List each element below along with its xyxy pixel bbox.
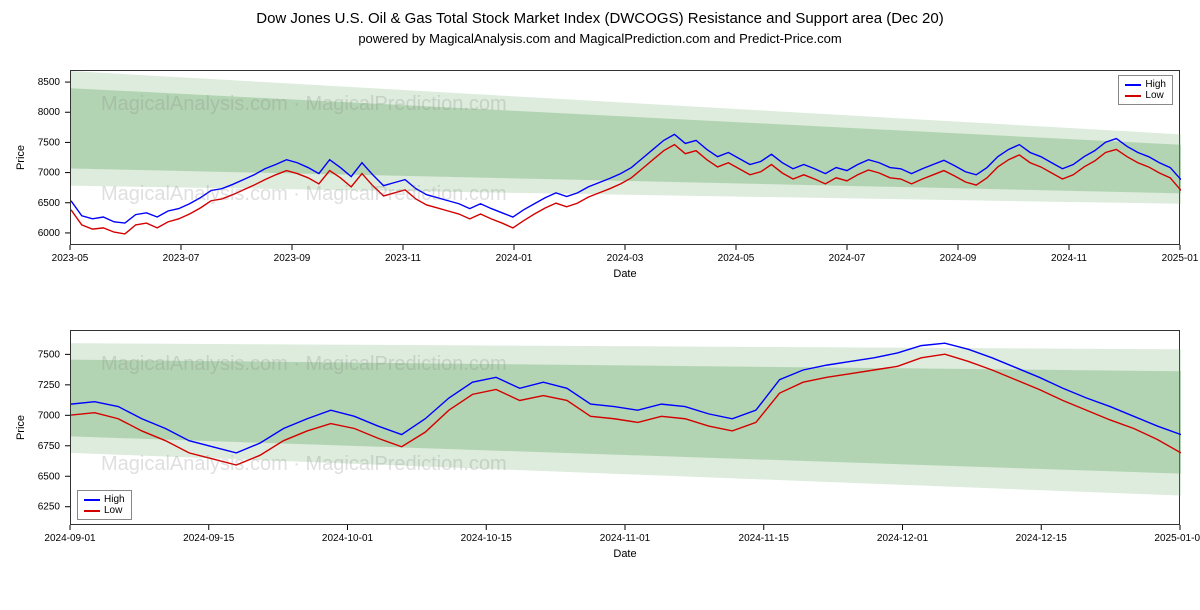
legend-row-low: Low bbox=[1125, 90, 1166, 101]
svg-text:2023-11: 2023-11 bbox=[385, 253, 421, 264]
svg-text:2024-05: 2024-05 bbox=[718, 253, 755, 264]
svg-text:6500: 6500 bbox=[38, 471, 61, 482]
top-legend: High Low bbox=[1118, 75, 1173, 105]
bottom-chart-svg bbox=[71, 331, 1181, 526]
svg-text:7500: 7500 bbox=[38, 349, 61, 360]
svg-text:7000: 7000 bbox=[38, 168, 61, 179]
legend-line-high bbox=[84, 499, 100, 501]
svg-text:2024-11: 2024-11 bbox=[1051, 253, 1087, 264]
legend-line-low bbox=[1125, 95, 1141, 97]
svg-text:Date: Date bbox=[613, 548, 636, 560]
svg-text:2024-01: 2024-01 bbox=[496, 253, 533, 264]
svg-text:8000: 8000 bbox=[38, 107, 61, 118]
svg-text:2024-10-15: 2024-10-15 bbox=[461, 533, 513, 544]
bottom-chart-panel: MagicalAnalysis.com · MagicalPrediction.… bbox=[70, 330, 1180, 525]
svg-text:2023-05: 2023-05 bbox=[52, 253, 89, 264]
legend-label-low: Low bbox=[1145, 90, 1163, 101]
svg-text:Price: Price bbox=[15, 415, 27, 440]
legend-row-high: High bbox=[84, 494, 125, 505]
chart-title: Dow Jones U.S. Oil & Gas Total Stock Mar… bbox=[0, 10, 1200, 27]
svg-text:2024-11-01: 2024-11-01 bbox=[600, 533, 651, 544]
svg-text:2024-11-15: 2024-11-15 bbox=[739, 533, 790, 544]
svg-text:Price: Price bbox=[15, 145, 27, 170]
bottom-legend: High Low bbox=[77, 490, 132, 520]
svg-text:2024-03: 2024-03 bbox=[607, 253, 644, 264]
svg-text:2023-07: 2023-07 bbox=[163, 253, 200, 264]
svg-text:6250: 6250 bbox=[38, 502, 61, 513]
legend-row-high: High bbox=[1125, 79, 1166, 90]
svg-text:2024-09-01: 2024-09-01 bbox=[44, 533, 96, 544]
legend-line-low bbox=[84, 510, 100, 512]
svg-text:2024-12-01: 2024-12-01 bbox=[877, 533, 929, 544]
svg-text:8500: 8500 bbox=[38, 77, 61, 88]
top-chart-svg bbox=[71, 71, 1181, 246]
svg-text:7000: 7000 bbox=[38, 410, 61, 421]
svg-text:2024-12-15: 2024-12-15 bbox=[1016, 533, 1068, 544]
chart-subtitle: powered by MagicalAnalysis.com and Magic… bbox=[0, 31, 1200, 46]
svg-text:2024-10-01: 2024-10-01 bbox=[322, 533, 374, 544]
svg-text:6000: 6000 bbox=[38, 228, 61, 239]
svg-text:2025-01: 2025-01 bbox=[1162, 253, 1199, 264]
svg-text:6750: 6750 bbox=[38, 441, 61, 452]
svg-text:7500: 7500 bbox=[38, 137, 61, 148]
svg-text:6500: 6500 bbox=[38, 198, 61, 209]
legend-label-high: High bbox=[104, 494, 125, 505]
legend-label-low: Low bbox=[104, 505, 122, 516]
legend-row-low: Low bbox=[84, 505, 125, 516]
svg-text:2024-09-15: 2024-09-15 bbox=[183, 533, 235, 544]
legend-line-high bbox=[1125, 84, 1141, 86]
svg-text:2023-09: 2023-09 bbox=[274, 253, 311, 264]
svg-text:2024-09: 2024-09 bbox=[940, 253, 977, 264]
svg-text:2025-01-01: 2025-01-01 bbox=[1154, 533, 1200, 544]
legend-label-high: High bbox=[1145, 79, 1166, 90]
svg-text:7250: 7250 bbox=[38, 380, 61, 391]
top-chart-panel: MagicalAnalysis.com · MagicalPrediction.… bbox=[70, 70, 1180, 245]
svg-text:2024-07: 2024-07 bbox=[829, 253, 866, 264]
svg-text:Date: Date bbox=[613, 268, 636, 280]
